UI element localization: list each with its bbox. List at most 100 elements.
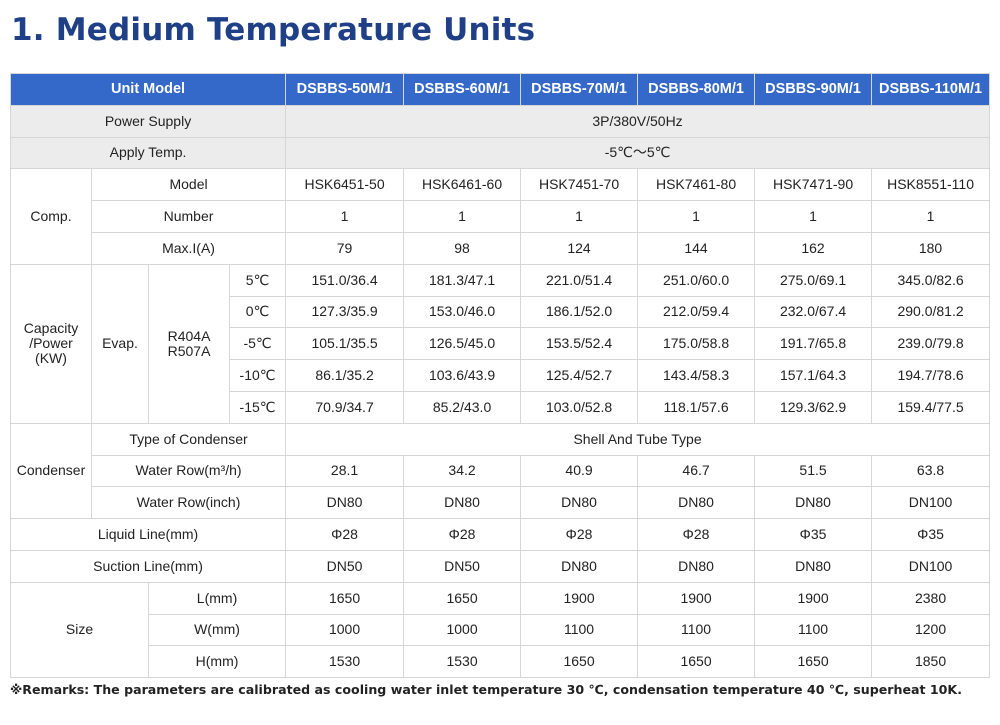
table-cell: 157.1/64.3 <box>754 359 873 392</box>
condenser-label: Condenser <box>10 422 92 520</box>
table-cell: 275.0/69.1 <box>754 263 873 297</box>
table-cell: DN100 <box>871 549 991 583</box>
table-cell: 239.0/79.8 <box>871 327 991 361</box>
table-cell: 221.0/51.4 <box>520 263 639 297</box>
table-cell: DN80 <box>520 549 639 583</box>
table-cell: 180 <box>871 231 991 265</box>
table-cell: DN100 <box>871 486 991 520</box>
apply-temp-value: -5℃～5℃ <box>285 136 991 170</box>
table-cell: 191.7/65.8 <box>754 327 873 361</box>
table-cell: 1100 <box>754 613 873 647</box>
table-cell: 1900 <box>754 581 873 615</box>
table-cell: HSK7451-70 <box>520 168 639 202</box>
refrigerant-line: R404A <box>167 327 211 344</box>
comp-label: Comp. <box>10 168 92 265</box>
temp-label: 5℃ <box>228 263 287 297</box>
table-cell: 63.8 <box>871 454 991 488</box>
table-cell: Φ35 <box>871 518 991 551</box>
table-cell: 28.1 <box>285 454 405 488</box>
table-cell: 40.9 <box>520 454 639 488</box>
table-cell: 175.0/58.8 <box>637 327 756 361</box>
table-cell: 103.6/43.9 <box>403 359 522 392</box>
table-cell: HSK7471-90 <box>754 168 873 202</box>
apply-temp-row: Apply Temp. -5℃～5℃ <box>9 136 991 170</box>
table-cell: Φ35 <box>754 518 873 551</box>
table-cell: 1650 <box>403 581 522 615</box>
temp-label: -5℃ <box>228 327 287 361</box>
header-row: Unit Model DSBBS-50M/1 DSBBS-60M/1 DSBBS… <box>9 73 991 106</box>
condenser-row: Water Row(m³/h) 28.1 34.2 40.9 46.7 51.5… <box>11 454 991 488</box>
row-label: Max.I(A) <box>90 231 287 265</box>
table-cell: 1650 <box>520 645 639 679</box>
table-cell: 153.0/46.0 <box>403 295 522 329</box>
table-cell: 1100 <box>520 613 639 647</box>
table-cell: Φ28 <box>637 518 756 551</box>
table-cell: 2380 <box>871 581 991 615</box>
table-cell: Φ28 <box>520 518 639 551</box>
suction-line-row: Suction Line(mm) DN50 DN50 DN80 DN80 DN8… <box>9 549 991 583</box>
temp-label: -10℃ <box>228 359 287 392</box>
table-cell: 124 <box>520 231 639 265</box>
row-label: Water Row(inch) <box>90 486 287 520</box>
table-cell: 34.2 <box>403 454 522 488</box>
model-header: DSBBS-60M/1 <box>403 73 522 106</box>
apply-temp-label: Apply Temp. <box>9 136 287 170</box>
table-cell: 103.0/52.8 <box>520 390 639 424</box>
table-cell: HSK6451-50 <box>285 168 405 202</box>
power-supply-label: Power Supply <box>9 104 287 138</box>
table-cell: 1000 <box>285 613 405 647</box>
model-header: DSBBS-110M/1 <box>871 73 991 106</box>
table-cell: 118.1/57.6 <box>637 390 756 424</box>
table-cell: 181.3/47.1 <box>403 263 522 297</box>
table-cell: 1000 <box>403 613 522 647</box>
size-row: Size L(mm) 1650 1650 1900 1900 1900 2380 <box>10 581 991 679</box>
table-cell: 1 <box>637 200 756 233</box>
table-cell: 1900 <box>637 581 756 615</box>
comp-row: Comp. Model HSK6451-50 HSK6461-60 HSK745… <box>10 168 991 265</box>
table-cell: DN80 <box>403 486 522 520</box>
table-cell: 1530 <box>403 645 522 679</box>
capacity-label: Capacity /Power (KW) <box>10 263 92 424</box>
capacity-label-line: (KW) <box>35 350 67 367</box>
table-cell: 186.1/52.0 <box>520 295 639 329</box>
table-cell: 151.0/36.4 <box>285 263 405 297</box>
table-cell: 1650 <box>754 645 873 679</box>
temp-label: -15℃ <box>228 390 287 424</box>
table-cell: 162 <box>754 231 873 265</box>
condenser-type-value: Shell And Tube Type <box>285 422 991 456</box>
table-cell: 1 <box>871 200 991 233</box>
table-cell: 86.1/35.2 <box>285 359 405 392</box>
table-cell: 251.0/60.0 <box>637 263 756 297</box>
liquid-line-row: Liquid Line(mm) Φ28 Φ28 Φ28 Φ28 Φ35 Φ35 <box>9 518 991 551</box>
comp-row: Max.I(A) 79 98 124 144 162 180 <box>11 231 991 265</box>
model-header: DSBBS-70M/1 <box>520 73 639 106</box>
table-cell: 105.1/35.5 <box>285 327 405 361</box>
table-cell: 159.4/77.5 <box>871 390 991 424</box>
capacity-row: Capacity /Power (KW) Evap. R404A R507A 5… <box>10 263 991 424</box>
table-cell: HSK6461-60 <box>403 168 522 202</box>
table-cell: 232.0/67.4 <box>754 295 873 329</box>
table-cell: 1900 <box>520 581 639 615</box>
table-cell: DN50 <box>403 549 522 583</box>
row-label: Suction Line(mm) <box>9 549 287 583</box>
table-cell: DN80 <box>637 549 756 583</box>
capacity-label-line: Capacity <box>23 320 79 337</box>
table-cell: 1 <box>285 200 405 233</box>
table-cell: 194.7/78.6 <box>871 359 991 392</box>
row-label: Model <box>90 168 287 202</box>
table-cell: 153.5/52.4 <box>520 327 639 361</box>
table-cell: 1530 <box>285 645 405 679</box>
table-cell: 46.7 <box>637 454 756 488</box>
table-cell: DN50 <box>285 549 405 583</box>
table-cell: 212.0/59.4 <box>637 295 756 329</box>
temp-label: 0℃ <box>228 295 287 329</box>
row-label: L(mm) <box>147 581 287 615</box>
table-cell: 126.5/45.0 <box>403 327 522 361</box>
row-label: Water Row(m³/h) <box>90 454 287 488</box>
spec-table: Unit Model DSBBS-50M/1 DSBBS-60M/1 DSBBS… <box>9 73 991 679</box>
table-cell: 1200 <box>871 613 991 647</box>
page-title: 1. Medium Temperature Units <box>11 12 536 48</box>
size-row: H(mm) 1530 1530 1650 1650 1650 1850 <box>11 645 991 679</box>
table-cell: HSK7461-80 <box>637 168 756 202</box>
table-cell: 79 <box>285 231 405 265</box>
